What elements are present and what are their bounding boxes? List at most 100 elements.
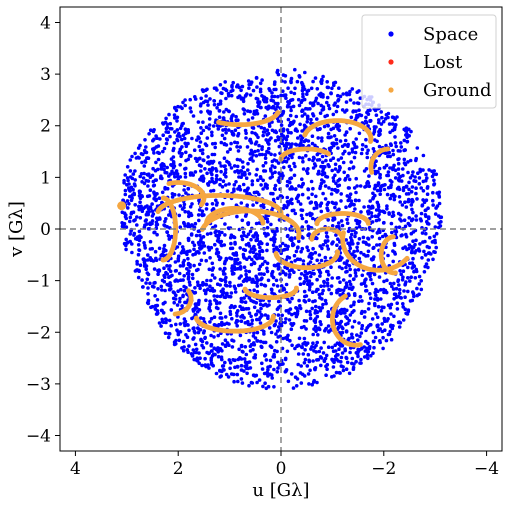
- space-point: [196, 326, 200, 330]
- space-point: [265, 269, 270, 274]
- space-point: [174, 322, 178, 327]
- space-point: [286, 157, 291, 161]
- space-point: [404, 184, 409, 189]
- space-point: [368, 119, 373, 123]
- space-point: [332, 81, 336, 85]
- space-point: [223, 222, 227, 226]
- space-point: [192, 263, 196, 268]
- space-point: [353, 234, 357, 239]
- space-point: [199, 316, 203, 320]
- space-point: [142, 260, 147, 264]
- space-point: [247, 383, 251, 388]
- space-point: [282, 203, 287, 208]
- space-point: [314, 343, 318, 348]
- space-point: [375, 243, 379, 247]
- space-point: [157, 269, 161, 274]
- space-point: [388, 130, 392, 135]
- space-point: [286, 100, 290, 104]
- space-point: [417, 176, 422, 180]
- space-point: [262, 332, 266, 336]
- space-point: [336, 127, 340, 131]
- space-point: [355, 245, 359, 250]
- space-point: [135, 259, 139, 264]
- space-point: [171, 290, 176, 294]
- space-point: [271, 275, 276, 280]
- space-point: [266, 365, 270, 370]
- space-point: [329, 127, 333, 132]
- space-point: [137, 191, 142, 195]
- space-point: [234, 253, 239, 257]
- space-point: [125, 199, 130, 203]
- space-point: [235, 314, 239, 318]
- space-point: [178, 322, 183, 326]
- space-point: [207, 167, 212, 172]
- space-point: [414, 267, 419, 272]
- space-point: [201, 317, 206, 321]
- space-point: [371, 147, 376, 151]
- space-point: [277, 363, 282, 367]
- space-point: [288, 98, 293, 103]
- space-point: [274, 319, 278, 323]
- space-point: [201, 128, 206, 133]
- space-point: [319, 284, 323, 289]
- space-point: [322, 279, 326, 284]
- space-point: [328, 158, 333, 162]
- space-point: [350, 150, 355, 154]
- space-point: [404, 205, 409, 209]
- space-point: [279, 284, 284, 288]
- space-point: [375, 139, 379, 144]
- space-point: [321, 302, 325, 307]
- space-point: [286, 333, 290, 338]
- space-point: [348, 286, 352, 291]
- space-point: [315, 158, 320, 162]
- space-point: [229, 93, 234, 98]
- space-point: [245, 257, 249, 262]
- space-point: [189, 213, 194, 218]
- space-point: [276, 119, 281, 123]
- space-point: [152, 151, 156, 155]
- space-point: [252, 261, 257, 266]
- space-point: [358, 334, 362, 339]
- space-point: [307, 232, 311, 236]
- space-point: [389, 221, 394, 226]
- space-point: [343, 176, 348, 181]
- space-point: [397, 225, 402, 229]
- space-point: [405, 139, 410, 144]
- space-point: [282, 165, 286, 170]
- space-point: [311, 332, 316, 337]
- space-point: [368, 199, 373, 203]
- space-point: [177, 299, 182, 304]
- space-point: [146, 184, 150, 188]
- space-point: [433, 240, 438, 245]
- space-point: [386, 111, 391, 116]
- space-point: [167, 213, 171, 217]
- space-point: [338, 139, 343, 143]
- space-point: [235, 169, 240, 173]
- space-point: [266, 384, 271, 389]
- space-point: [222, 156, 227, 160]
- space-point: [293, 211, 298, 216]
- space-point: [348, 126, 353, 131]
- space-point: [362, 315, 367, 319]
- space-point: [186, 350, 190, 355]
- space-point: [235, 214, 239, 219]
- space-point: [417, 274, 422, 279]
- space-point: [305, 364, 310, 368]
- space-point: [279, 174, 283, 179]
- space-point: [281, 89, 285, 93]
- space-point: [265, 149, 269, 154]
- space-point: [245, 234, 249, 239]
- space-point: [184, 150, 188, 155]
- space-point: [310, 192, 314, 197]
- space-point: [362, 355, 367, 359]
- space-point: [141, 285, 145, 289]
- space-point: [306, 167, 310, 171]
- space-point: [315, 358, 319, 362]
- space-point: [143, 138, 147, 142]
- space-point: [323, 197, 328, 201]
- space-point: [238, 267, 243, 271]
- space-point: [218, 267, 222, 271]
- space-point: [320, 139, 324, 143]
- space-point: [301, 84, 306, 89]
- space-point: [344, 265, 348, 270]
